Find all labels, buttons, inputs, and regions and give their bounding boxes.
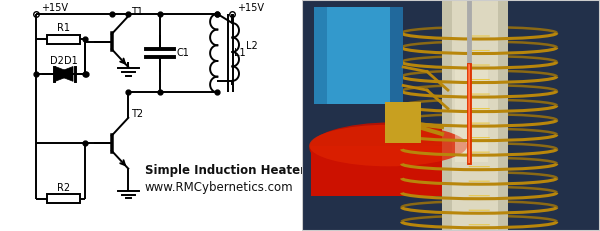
Bar	[311, 146, 466, 196]
Text: C1: C1	[176, 48, 190, 58]
Ellipse shape	[309, 122, 473, 173]
Text: +15V: +15V	[41, 3, 68, 13]
Text: L1: L1	[234, 48, 245, 58]
Text: L2: L2	[246, 41, 258, 51]
Bar	[498, 0, 508, 231]
Bar	[314, 7, 403, 104]
Text: D2: D2	[50, 55, 64, 66]
Bar	[314, 7, 327, 104]
Bar	[47, 194, 80, 203]
Polygon shape	[54, 67, 73, 81]
Text: R2: R2	[57, 182, 70, 193]
Bar	[442, 0, 508, 231]
Text: R1: R1	[57, 23, 70, 33]
Text: www.RMCybernetics.com: www.RMCybernetics.com	[145, 181, 293, 194]
Polygon shape	[55, 67, 74, 81]
Bar	[455, 69, 488, 162]
Text: Simple Induction Heater: Simple Induction Heater	[145, 164, 306, 177]
Ellipse shape	[309, 125, 467, 166]
Bar	[385, 102, 421, 143]
Bar	[390, 7, 403, 104]
Bar	[47, 35, 80, 44]
Text: D1: D1	[64, 55, 78, 66]
Text: +15V: +15V	[237, 3, 264, 13]
Bar	[442, 0, 452, 231]
Text: T1: T1	[131, 7, 143, 17]
Text: T2: T2	[131, 109, 143, 119]
